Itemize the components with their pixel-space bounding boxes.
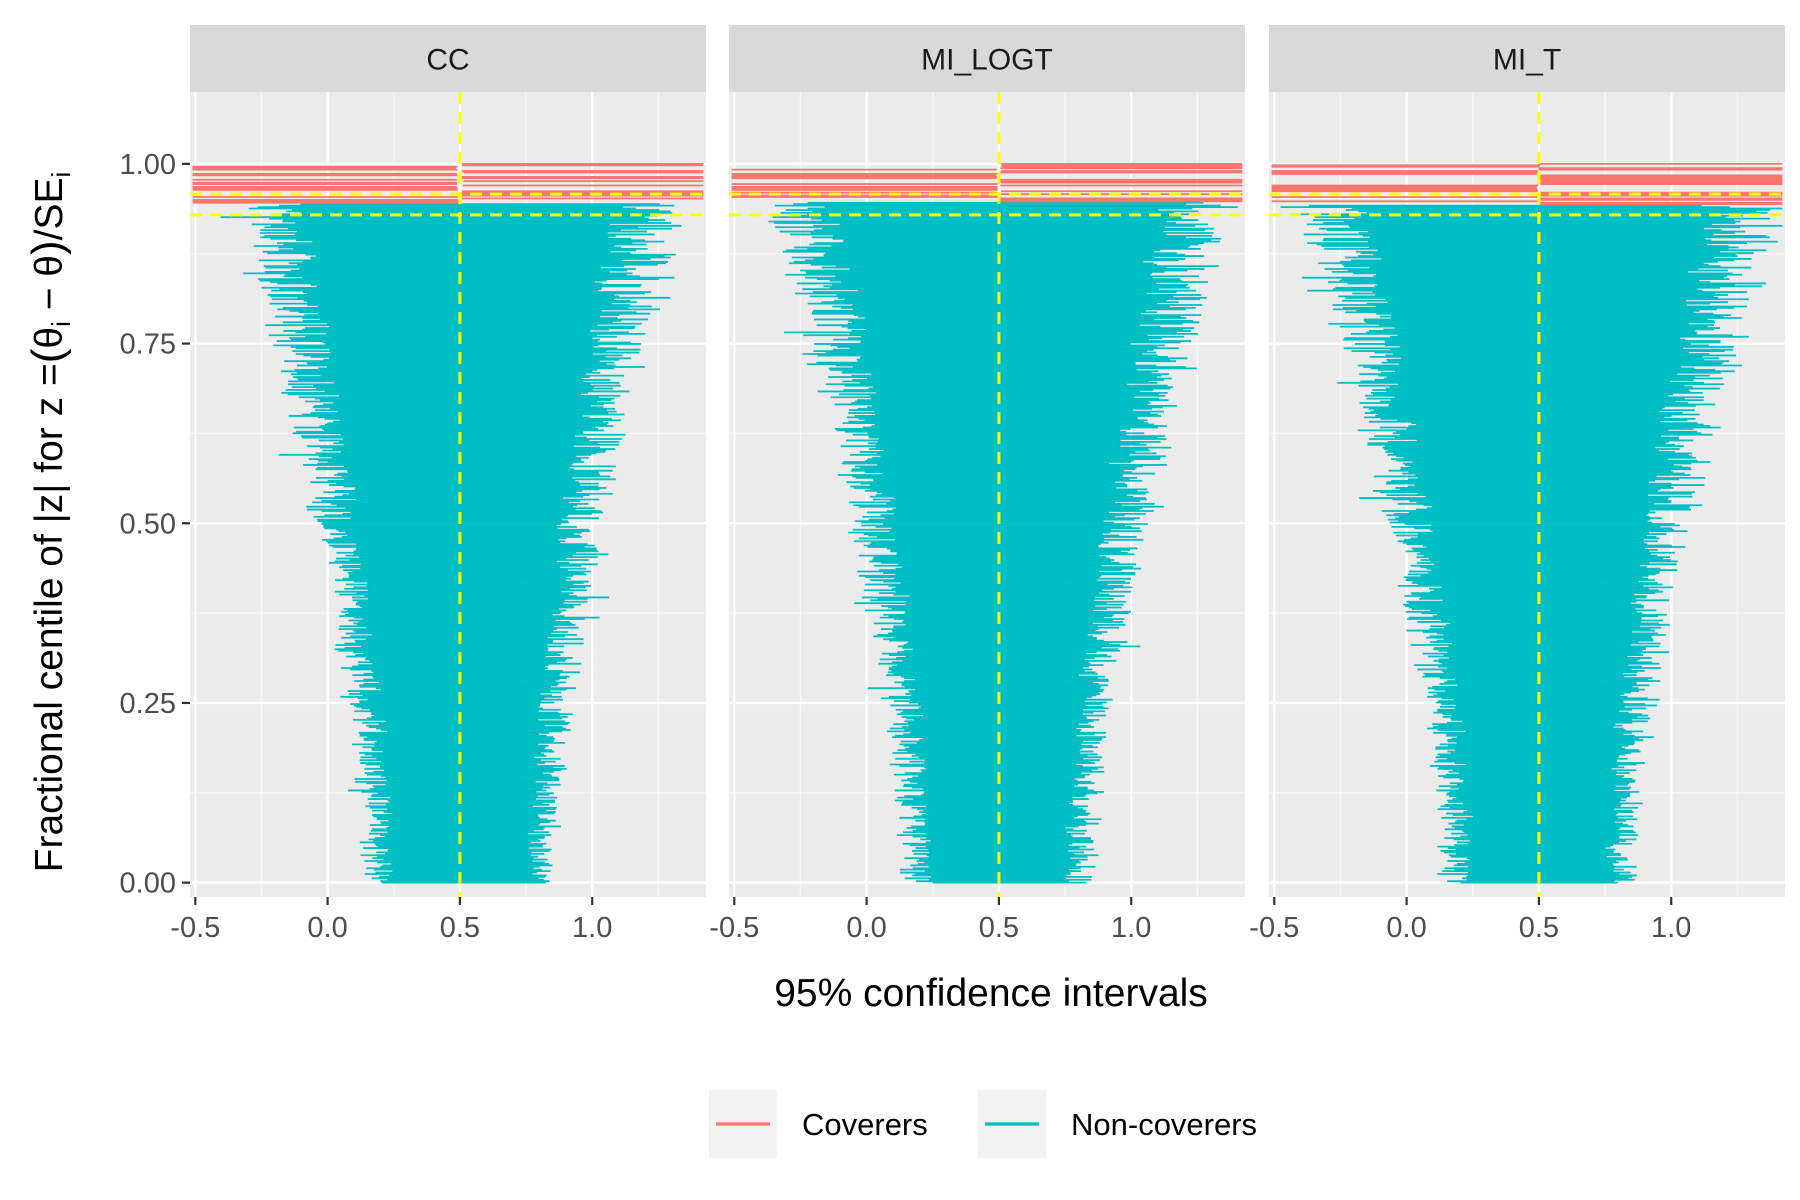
y-axis-title-se: SE xyxy=(28,177,71,229)
x-tick-label: 1.0 xyxy=(1111,912,1151,944)
facet-strip-label: MI_LOGT xyxy=(921,44,1053,77)
panel-cc: CC -0.5 0.0 0.5 1.0 xyxy=(170,25,706,944)
legend-item-coverers: Coverers xyxy=(709,1090,928,1158)
legend-label: Non-coverers xyxy=(1071,1107,1257,1142)
reference-lines xyxy=(729,92,1245,897)
y-axis-title-close-paren: ) xyxy=(23,240,72,255)
legend: Coverers Non-coverers xyxy=(709,1090,1257,1158)
y-axis-title-theta-i: θ xyxy=(28,327,71,349)
y-axis-title-minus: − xyxy=(28,277,71,321)
y-axis-title-open-paren: ( xyxy=(23,348,72,363)
facet-strip-label: CC xyxy=(426,44,469,77)
reference-lines xyxy=(190,92,706,897)
x-tick-label: 0.5 xyxy=(979,912,1019,944)
y-tick-label: 0.50 xyxy=(120,508,176,540)
y-axis-title-theta: θ xyxy=(28,255,71,277)
x-tick-label: 1.0 xyxy=(1651,912,1691,944)
facet-strip xyxy=(190,25,706,92)
y-axis-title-sub-i: i xyxy=(46,321,76,327)
panel-mi-t: MI_T -0.5 0.0 0.5 1.0 xyxy=(1249,25,1785,944)
y-tick-label: 1.00 xyxy=(120,149,176,181)
interval-marks xyxy=(1271,162,1783,884)
facet-strip xyxy=(1269,25,1785,92)
reference-lines xyxy=(1269,92,1785,897)
x-axis: -0.5 0.0 0.5 1.0 xyxy=(170,897,612,944)
interval-marks xyxy=(192,162,704,884)
x-tick-label: -0.5 xyxy=(709,912,759,944)
x-tick-label: 0.0 xyxy=(846,912,886,944)
y-tick-label: 0.00 xyxy=(120,868,176,900)
legend-item-non-coverers: Non-coverers xyxy=(978,1090,1257,1158)
x-tick-label: 0.5 xyxy=(440,912,480,944)
interval-marks xyxy=(731,162,1243,884)
x-tick-label: 0.0 xyxy=(307,912,347,944)
y-axis-title-slash: / xyxy=(28,229,71,240)
x-axis: -0.5 0.0 0.5 1.0 xyxy=(1249,897,1691,944)
y-axis-title: Fractional centile of |z| for z =(θi − θ… xyxy=(23,172,76,873)
x-axis-title: 95% confidence intervals xyxy=(774,972,1208,1015)
x-tick-label: -0.5 xyxy=(170,912,220,944)
panel-mi-logt: MI_LOGT -0.5 0.0 0.5 1.0 xyxy=(709,25,1245,944)
x-tick-label: 0.0 xyxy=(1386,912,1426,944)
legend-label: Coverers xyxy=(802,1107,928,1142)
x-axis: -0.5 0.0 0.5 1.0 xyxy=(709,897,1151,944)
facet-strip-label: MI_T xyxy=(1493,44,1561,77)
y-axis-title-se-sub: i xyxy=(46,172,76,178)
facet-strip xyxy=(729,25,1245,92)
y-tick-label: 0.25 xyxy=(120,688,176,720)
y-tick-label: 0.75 xyxy=(120,329,176,361)
facet-panels: CC -0.5 0.0 0.5 1.0 MI_LOGT -0.5 0.0 0.5 1.0 MI_T -… xyxy=(170,25,1785,944)
x-tick-label: 1.0 xyxy=(572,912,612,944)
x-tick-label: -0.5 xyxy=(1249,912,1299,944)
y-axis-title-text: Fractional centile of |z| for z = xyxy=(28,363,71,872)
y-axis: 0.00 0.25 0.50 0.75 1.00 xyxy=(120,149,190,900)
x-tick-label: 0.5 xyxy=(1519,912,1559,944)
